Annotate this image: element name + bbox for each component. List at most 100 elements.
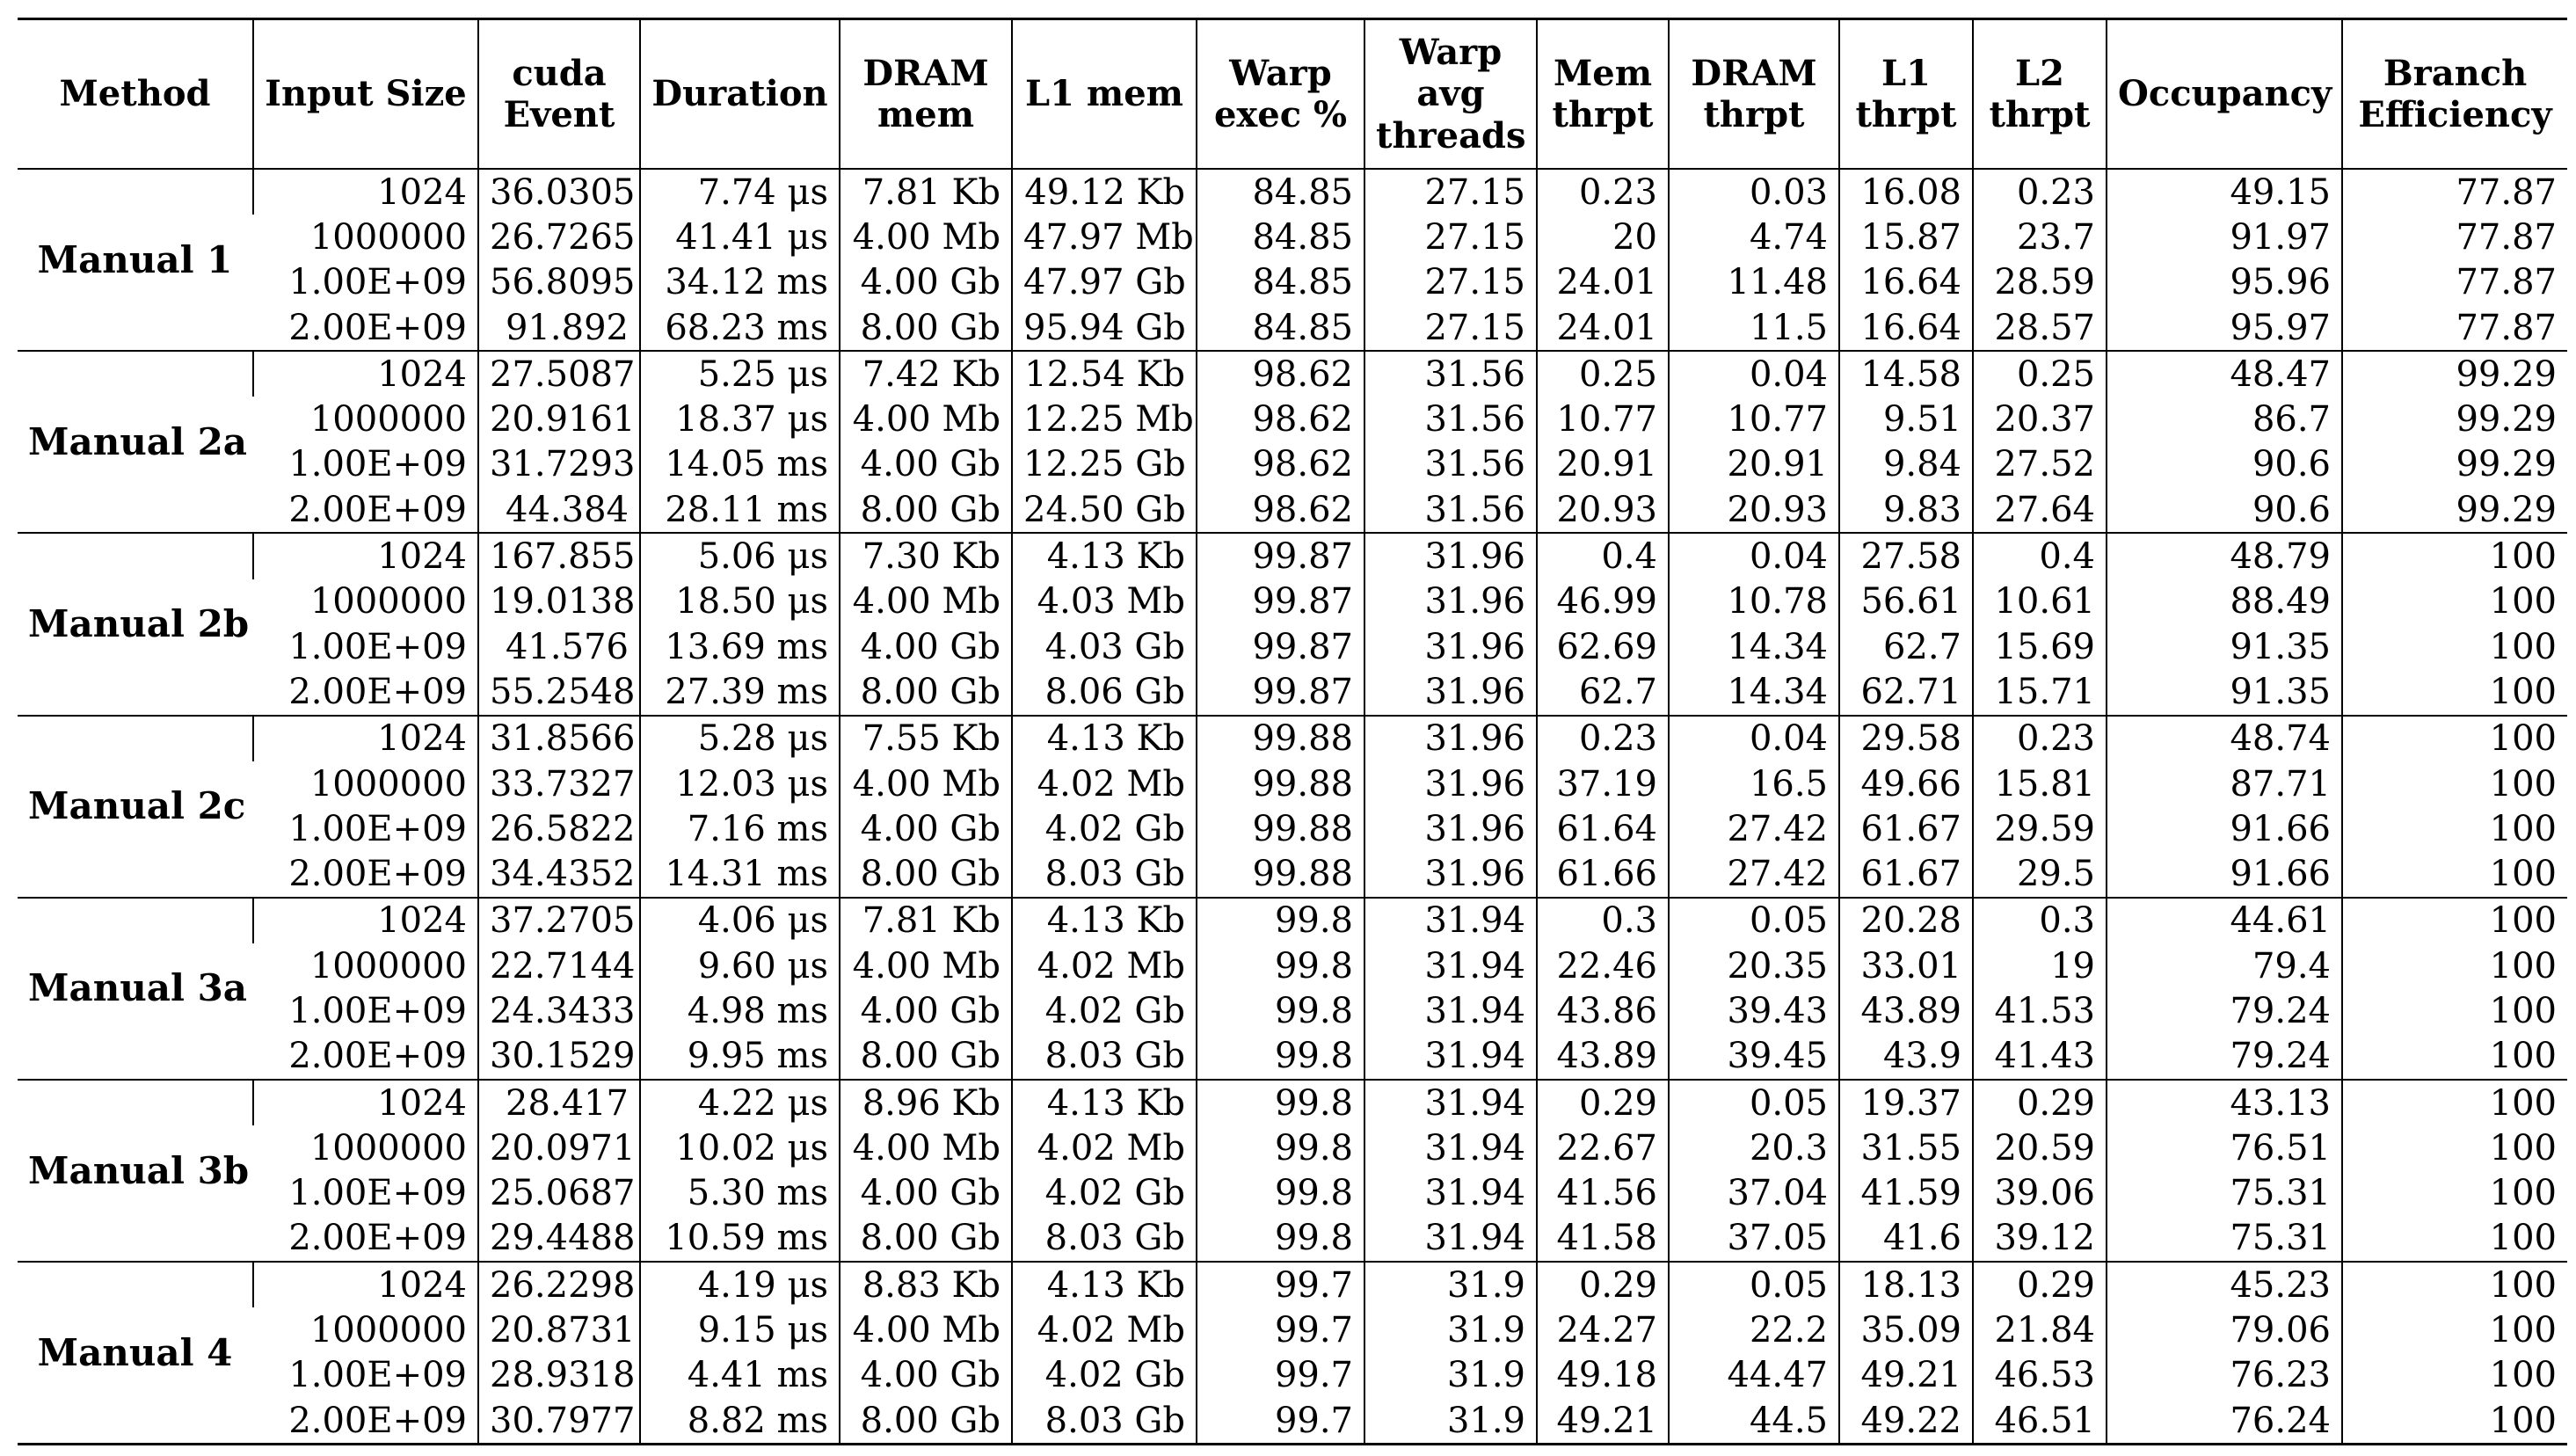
- table-cell: 4.02 Gb: [1011, 1170, 1197, 1216]
- table-cell: 7.16 ms: [639, 806, 840, 852]
- table-cell: 99.8: [1196, 1215, 1364, 1263]
- table-cell: 7.30 Kb: [839, 532, 1012, 579]
- table-cell: 2.00E+09: [288, 489, 467, 530]
- table-cell: 16.64: [1838, 259, 1973, 305]
- table-cell: 33.01: [1838, 943, 1973, 989]
- table-cell: 47.97 Gb: [1011, 259, 1197, 305]
- table-cell: 0.04: [1668, 532, 1839, 579]
- table-cell: 99.8: [1196, 1033, 1364, 1080]
- table-cell: 46.51: [1972, 1398, 2107, 1446]
- table-cell: 100: [2341, 988, 2567, 1034]
- table-cell: 1024: [252, 1078, 478, 1126]
- method-cell: Manual 2a: [18, 350, 253, 534]
- table-cell: 27.64: [1972, 487, 2107, 534]
- header-l1-mem: L1 mem: [1011, 18, 1197, 170]
- table-cell: 1024: [252, 714, 478, 761]
- table-cell: 99.87: [1196, 669, 1364, 716]
- table-cell: 4.13 Kb: [1011, 532, 1197, 579]
- table-body: Manual 1 1024 36.0305 7.74 μs 7.81 Kb 49.12 K…: [18, 167, 2567, 1446]
- table-cell: 5.28 μs: [639, 714, 840, 761]
- method-cell: Manual 3b: [18, 1078, 253, 1263]
- table-cell: 31.96: [1364, 851, 1537, 898]
- table-row: Manual 2a 1024 27.5087 5.25 μs 7.42 Kb 12.54 …: [18, 350, 2567, 534]
- table-cell: 43.86: [1536, 988, 1669, 1034]
- table-cell: 8.03 Gb: [1011, 1033, 1197, 1080]
- table-cell: 4.00 Mb: [839, 579, 1012, 624]
- table-cell: 0.3: [1536, 896, 1669, 944]
- table-cell: 0.03: [1668, 167, 1839, 215]
- table-cell: 13.69 ms: [639, 623, 840, 670]
- table-cell: 27.15: [1364, 304, 1537, 352]
- table-cell: 91.66: [2106, 851, 2342, 898]
- table-cell: 37.04: [1668, 1170, 1839, 1216]
- table-cell: 56.61: [1838, 579, 1973, 624]
- table-cell: 4.00 Gb: [839, 1170, 1012, 1216]
- table-cell: 8.03 Gb: [1011, 851, 1197, 898]
- table-row: 2.00E+09 30.7977 8.82 ms 8.00 Gb 8.03 Gb 99.7…: [18, 1398, 2567, 1446]
- table-cell: 41.56: [1536, 1170, 1669, 1216]
- table-cell: 31.94: [1364, 1125, 1537, 1171]
- table-cell: 11.48: [1668, 259, 1839, 305]
- table-cell: 27.42: [1668, 806, 1839, 852]
- table-cell: 9.15 μs: [639, 1307, 840, 1353]
- table-cell: 31.9: [1364, 1398, 1537, 1446]
- table-row: 1.00E+09 28.9318 4.41 ms 4.00 Gb 4.02 Gb 99.7…: [18, 1352, 2567, 1399]
- method-cell: Manual 2c: [18, 714, 253, 898]
- header-input-size: Input Size: [252, 18, 478, 170]
- table-cell: 61.67: [1838, 806, 1973, 852]
- table-cell: 31.94: [1364, 988, 1537, 1034]
- table-cell: 43.89: [1838, 988, 1973, 1034]
- table-cell: 31.9: [1364, 1352, 1537, 1399]
- table-row: 1000000 20.8731 9.15 μs 4.00 Mb 4.02 Mb 99.7 3…: [18, 1307, 2567, 1353]
- table-cell: 39.43: [1668, 988, 1839, 1034]
- table-cell: 31.96: [1364, 714, 1537, 761]
- table-cell: 1.00E+09: [288, 262, 467, 303]
- table-cell: 2.00E+09: [288, 1036, 467, 1077]
- table-cell: 20.93: [1668, 487, 1839, 534]
- table-cell: 27.39 ms: [639, 669, 840, 716]
- method-cell: Manual 3a: [18, 896, 253, 1080]
- table-cell: 24.50 Gb: [1011, 487, 1197, 534]
- table-cell: 2.00E+09: [288, 854, 467, 895]
- table-cell: 87.71: [2106, 761, 2342, 807]
- table-cell: 16.5: [1668, 761, 1839, 807]
- table-cell: 14.31 ms: [639, 851, 840, 898]
- table-cell: 20.37: [1972, 397, 2107, 442]
- table-cell: 1024: [252, 350, 478, 397]
- table-cell: 79.06: [2106, 1307, 2342, 1353]
- table-cell: 62.7: [1536, 669, 1669, 716]
- table-cell: 0.05: [1668, 896, 1839, 944]
- table-cell: 47.97 Mb: [1011, 215, 1197, 260]
- table-cell: 15.71: [1972, 669, 2107, 716]
- table-cell: 79.24: [2106, 988, 2342, 1034]
- table-cell: 0.29: [1536, 1078, 1669, 1126]
- table-cell: 12.25 Mb: [1011, 397, 1197, 442]
- table-cell: 4.13 Kb: [1011, 1261, 1197, 1308]
- table-cell: 100: [2341, 806, 2567, 852]
- table-cell: 20.28: [1838, 896, 1973, 944]
- table-cell: 4.02 Gb: [1011, 988, 1197, 1034]
- table-cell: 1000000: [309, 945, 467, 986]
- table-cell: 34.4352: [477, 851, 640, 898]
- table-cell: 5.06 μs: [639, 532, 840, 579]
- table-cell: 1024: [252, 167, 478, 215]
- table-cell: 8.00 Gb: [839, 304, 1012, 352]
- table-cell: 4.00 Mb: [839, 1125, 1012, 1171]
- table-cell: 49.15: [2106, 167, 2342, 215]
- table-cell: 10.02 μs: [639, 1125, 840, 1171]
- table-cell: 100: [2341, 1398, 2567, 1446]
- table-cell: 61.66: [1536, 851, 1669, 898]
- table-cell: 12.25 Gb: [1011, 441, 1197, 488]
- table-cell: 20.0971: [477, 1125, 640, 1171]
- table-cell: 7.42 Kb: [839, 350, 1012, 397]
- table-cell: 84.85: [1196, 304, 1364, 352]
- header-dram-mem: DRAM mem: [839, 18, 1012, 170]
- table-cell: 27.15: [1364, 167, 1537, 215]
- table-cell: 61.67: [1838, 851, 1973, 898]
- table-cell: 0.23: [1536, 167, 1669, 215]
- table-cell: 4.13 Kb: [1011, 896, 1197, 944]
- table-cell: 22.67: [1536, 1125, 1669, 1171]
- table-cell: 7.55 Kb: [839, 714, 1012, 761]
- table-cell: 28.11 ms: [639, 487, 840, 534]
- table-cell: 39.12: [1972, 1215, 2107, 1263]
